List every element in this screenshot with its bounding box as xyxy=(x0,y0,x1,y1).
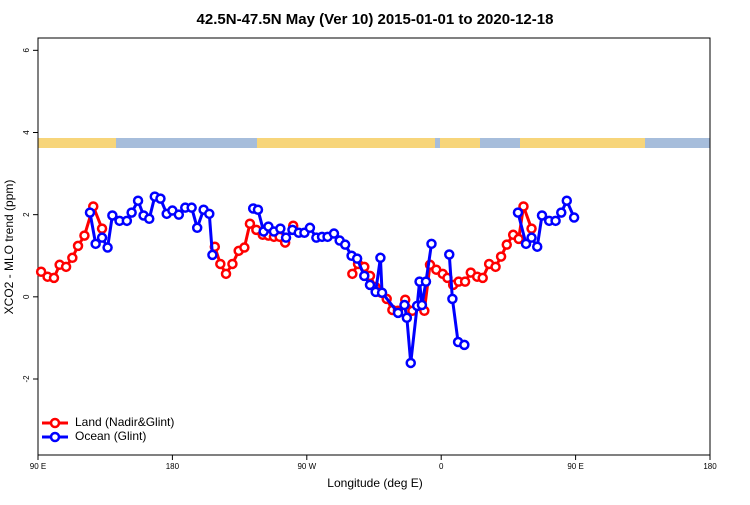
data-point xyxy=(72,240,84,252)
x-tick-label: 90 E xyxy=(567,462,583,471)
data-point xyxy=(35,266,47,278)
land-strip xyxy=(38,138,116,148)
data-point xyxy=(252,204,264,215)
data-point xyxy=(304,222,316,234)
data-point xyxy=(556,207,567,218)
land-strip xyxy=(520,138,645,148)
data-point xyxy=(518,201,529,212)
data-point xyxy=(173,209,185,220)
data-point xyxy=(102,242,113,253)
data-point xyxy=(375,252,386,264)
data-point xyxy=(280,232,292,243)
data-point xyxy=(561,195,573,206)
data-point xyxy=(275,223,286,234)
data-point xyxy=(526,223,537,234)
data-point xyxy=(531,241,543,252)
data-point xyxy=(107,210,118,221)
data-point xyxy=(90,238,101,250)
chart-title: 42.5N-47.5N May (Ver 10) 2015-01-01 to 2… xyxy=(197,11,554,28)
data-point xyxy=(132,195,144,206)
data-point xyxy=(536,210,548,221)
x-axis-label: Longitude (deg E) xyxy=(327,476,422,490)
data-point xyxy=(126,207,137,218)
map-strip xyxy=(38,138,710,148)
data-point xyxy=(495,251,507,262)
data-point xyxy=(48,272,60,284)
data-point xyxy=(399,299,410,311)
x-tick-label: 180 xyxy=(166,462,180,471)
x-tick-label: 90 W xyxy=(297,462,316,471)
data-point xyxy=(520,238,532,250)
data-point xyxy=(447,293,458,305)
data-point xyxy=(512,207,524,218)
data-point xyxy=(513,233,524,245)
legend: Land (Nadir&Glint)Ocean (Glint) xyxy=(42,415,174,443)
data-point xyxy=(144,213,155,225)
data-point xyxy=(401,312,413,324)
data-point xyxy=(60,261,72,273)
y-tick-label: 6 xyxy=(22,48,31,53)
y-tick-label: 2 xyxy=(22,212,31,217)
data-point xyxy=(426,238,437,250)
data-point xyxy=(96,223,108,234)
data-point xyxy=(155,193,166,204)
data-point xyxy=(207,249,218,261)
data-point xyxy=(490,261,501,273)
data-point xyxy=(79,230,90,241)
data-point xyxy=(550,215,561,227)
data-point xyxy=(359,270,370,282)
x-tick-label: 90 E xyxy=(30,462,46,471)
data-point xyxy=(459,276,471,287)
plot-frame xyxy=(37,37,711,456)
data-point xyxy=(191,222,203,234)
y-tick-label: 0 xyxy=(22,294,31,299)
data-point xyxy=(568,212,580,223)
data-point xyxy=(244,218,256,229)
x-tick-label: 180 xyxy=(703,462,717,471)
data-point xyxy=(186,202,197,213)
legend-marker xyxy=(49,417,61,429)
data-point xyxy=(416,299,428,311)
data-point xyxy=(376,287,388,298)
data-point xyxy=(364,279,376,291)
data-point xyxy=(347,268,358,280)
data-point xyxy=(220,268,232,280)
data-point xyxy=(526,232,537,243)
series-line xyxy=(88,194,214,256)
data-point xyxy=(351,253,363,264)
data-point xyxy=(405,357,416,369)
legend-label: Land (Nadir&Glint) xyxy=(75,415,174,429)
data-point xyxy=(96,232,108,243)
data-point xyxy=(501,239,513,250)
y-axis-label: XCO2 - MLO trend (ppm) xyxy=(2,180,16,315)
data-point xyxy=(420,276,432,287)
data-point xyxy=(227,258,238,270)
data-point xyxy=(121,215,133,227)
legend-label: Ocean (Glint) xyxy=(75,429,146,443)
y-tick-label: -2 xyxy=(22,375,31,383)
data-point xyxy=(459,339,470,351)
data-point xyxy=(239,242,250,253)
data-point xyxy=(67,252,78,264)
data-point xyxy=(339,239,351,250)
land-strip xyxy=(440,138,480,148)
data-point xyxy=(84,207,96,218)
y-tick-label: 4 xyxy=(22,130,31,135)
legend-marker xyxy=(49,431,61,443)
data-point xyxy=(215,258,226,270)
data-point xyxy=(204,208,215,220)
data-point xyxy=(444,249,455,260)
data-point xyxy=(392,307,404,319)
data-point xyxy=(328,228,340,239)
x-tick-label: 0 xyxy=(439,462,444,471)
land-strip xyxy=(257,138,435,148)
data-point xyxy=(477,272,488,284)
